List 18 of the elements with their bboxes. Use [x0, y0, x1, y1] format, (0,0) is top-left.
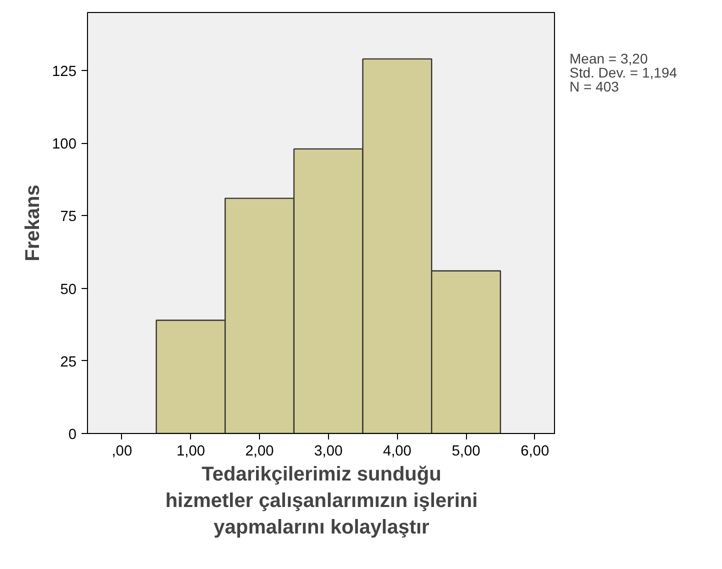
y-tick-label: 125	[52, 64, 77, 80]
y-tick-label: 50	[60, 282, 77, 298]
x-tick-label: 3,00	[314, 444, 343, 460]
y-axis-title: Frekans	[22, 184, 44, 262]
y-tick-label: 0	[68, 427, 77, 443]
text: Mean = 3,20	[570, 50, 648, 66]
text: Std. Dev. = 1,194	[570, 64, 678, 80]
x-tick-label: 6,00	[520, 444, 550, 460]
y-tick-label: 75	[60, 209, 77, 226]
x-tick-label: 2,00	[245, 444, 274, 460]
y-tick-label: 100	[52, 136, 77, 153]
text: N = 403	[570, 78, 620, 94]
x-tick-label: ,00	[112, 444, 132, 460]
x-axis-title: Tedarikçilerimiz sunduğu hizmetler çalışanlarımızın işlerini yapmalarını kolaylaştır	[165, 464, 478, 538]
x-tick-label: 1,00	[176, 444, 206, 460]
y-tick-label: 25	[60, 354, 77, 370]
x-tick-label: 5,00	[452, 444, 480, 460]
x-tick-label: 4,00	[382, 444, 412, 460]
